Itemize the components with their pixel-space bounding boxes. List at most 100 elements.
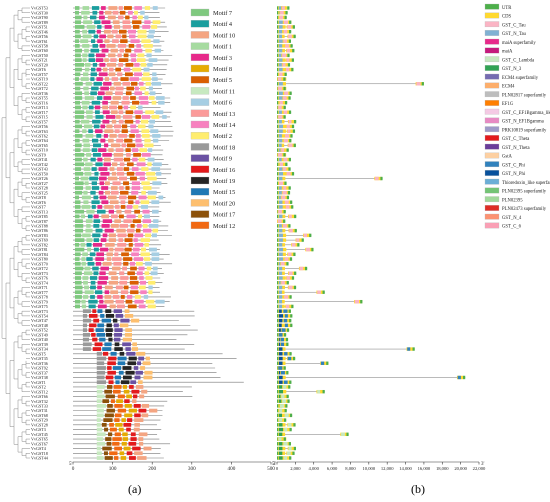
domain-box — [286, 276, 290, 280]
motif-legend-label: Motif 14 — [213, 122, 236, 129]
motif-box — [86, 25, 96, 29]
motif-box — [74, 72, 81, 77]
motif-box — [133, 152, 141, 157]
gene-label: VvGST74 — [31, 280, 48, 285]
utr-box — [277, 432, 280, 437]
axis-start-label: 5' — [272, 462, 276, 467]
motif-box — [100, 247, 109, 252]
motif-swatch — [190, 188, 210, 196]
motif-box — [93, 318, 100, 323]
gene-label: VvGST17 — [31, 110, 48, 115]
motif-box — [74, 209, 85, 214]
motif-box — [82, 337, 90, 342]
panel-label-a: (a) — [128, 482, 142, 496]
utr-box — [291, 172, 295, 176]
domain-box — [279, 162, 283, 167]
motif-box — [139, 276, 144, 280]
domain-box — [375, 176, 379, 181]
motif-box — [74, 77, 79, 81]
motif-box — [96, 385, 105, 389]
domain-box — [278, 119, 282, 124]
motif-box — [134, 209, 141, 214]
motif-box — [114, 252, 119, 257]
structure-legend-label: CDS — [502, 15, 512, 20]
motif-box — [115, 67, 122, 72]
gene-label: VvGST63 — [31, 129, 48, 134]
motif-box — [145, 110, 155, 115]
motif-box — [74, 100, 81, 105]
motif-box — [141, 152, 151, 157]
utr-box — [277, 91, 280, 95]
motif-box — [116, 228, 126, 233]
gene-label: VvGST65 — [31, 143, 48, 148]
motif-box — [100, 171, 110, 176]
motif-swatch — [190, 98, 210, 106]
motif-box — [146, 266, 152, 271]
motif-box — [83, 86, 89, 91]
motif-box — [112, 10, 119, 15]
utr-box — [301, 238, 304, 242]
domain-box — [283, 157, 288, 162]
motif-box — [123, 6, 132, 10]
motif-box — [80, 242, 86, 247]
gene-label: VvGST19 — [31, 77, 48, 82]
domain-box — [281, 328, 286, 332]
domain-box — [278, 48, 283, 53]
gene-label: VvGST45 — [31, 432, 48, 437]
motif-box — [118, 62, 124, 67]
axis-tick-label: 0 — [72, 466, 75, 472]
structure-legend-label: ECM4 — [502, 85, 515, 90]
motif-box — [118, 29, 127, 34]
axis-tick-label: 18,000 — [436, 466, 449, 472]
utr-box — [277, 309, 280, 313]
motif-box — [74, 228, 84, 233]
utr-box — [277, 25, 280, 29]
motif-box — [74, 242, 80, 247]
motif-box — [147, 304, 156, 309]
domain-box — [278, 115, 283, 119]
utr-box — [293, 143, 296, 148]
motif-box — [85, 228, 93, 233]
motif-box — [104, 39, 110, 44]
motif-box — [89, 176, 99, 181]
motif-box — [129, 261, 135, 266]
utr-box — [277, 20, 280, 24]
domain-box — [281, 195, 286, 200]
axis-tick-label: 10,000 — [362, 466, 375, 472]
motif-box — [122, 337, 132, 342]
motif-box — [106, 62, 117, 67]
motif-box — [124, 313, 134, 318]
motif-box — [122, 375, 132, 380]
structure-legend-label: PRK10819 superfamily — [502, 128, 547, 133]
motif-box — [105, 313, 115, 318]
motif-box — [83, 157, 88, 162]
motif-box — [158, 195, 164, 200]
utr-box — [289, 352, 292, 356]
motif-box — [134, 418, 144, 423]
utr-box — [463, 375, 466, 380]
motif-box — [114, 247, 124, 252]
utr-box — [297, 243, 300, 247]
domain-box — [279, 72, 283, 77]
motif-box — [102, 219, 113, 224]
motif-box — [74, 176, 80, 181]
utr-box — [290, 323, 293, 328]
motif-box — [128, 200, 134, 205]
motif-box — [122, 96, 129, 100]
motif-box — [142, 223, 148, 228]
motif-box — [115, 91, 123, 96]
utr-box — [288, 39, 292, 43]
motif-box — [141, 389, 148, 394]
utr-box — [285, 162, 288, 167]
motif-box — [102, 399, 110, 404]
domain-box — [278, 442, 283, 446]
domain-box — [288, 143, 293, 148]
motif-box — [97, 96, 103, 100]
motif-box — [84, 91, 89, 96]
motif-box — [92, 347, 102, 351]
motif-box — [97, 309, 103, 314]
structure-swatch — [484, 73, 500, 80]
motif-box — [138, 441, 144, 446]
utr-box — [277, 129, 280, 133]
